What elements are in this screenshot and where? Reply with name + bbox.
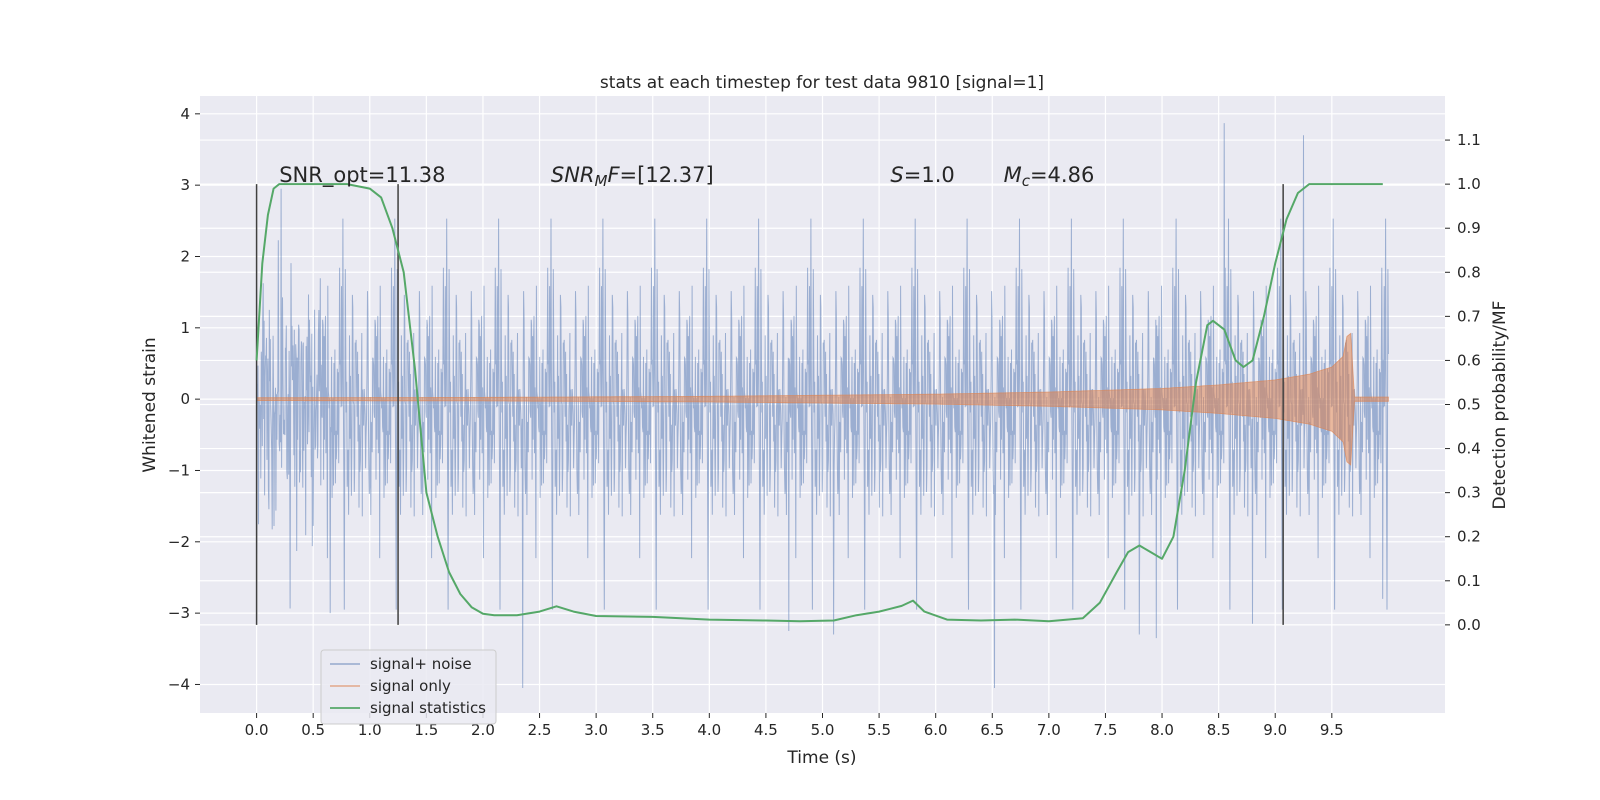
x-axis-label: Time (s) xyxy=(786,748,856,768)
annotation-s-value: S=1.0 xyxy=(890,163,954,187)
chart-annotations: SNR_opt=11.38 SNRMF=[12.37] S=1.0 Mc=4.86 xyxy=(279,163,1094,190)
y-tick-label-right: 1.1 xyxy=(1457,131,1481,149)
y-axis-label-right: Detection probability/MF xyxy=(1490,301,1510,510)
y-tick-label-right: 0.0 xyxy=(1457,616,1481,634)
y-tick-label-right: 0.3 xyxy=(1457,484,1481,502)
x-tick-label: 0.0 xyxy=(245,721,269,739)
x-tick-label: 8.0 xyxy=(1150,721,1174,739)
y-tick-label-right: 1.0 xyxy=(1457,175,1481,193)
annotation-snr-opt: SNR_opt=11.38 xyxy=(279,163,445,188)
y-tick-label-left: −4 xyxy=(168,675,190,693)
x-tick-label: 9.5 xyxy=(1320,721,1344,739)
y-tick-label-left: −2 xyxy=(168,533,190,551)
chart-title: stats at each timestep for test data 981… xyxy=(600,73,1044,93)
legend-label-signal-only: signal only xyxy=(370,677,451,695)
legend-frame xyxy=(320,649,497,725)
y-tick-label-left: 0 xyxy=(180,390,190,408)
statistics-line xyxy=(255,183,1383,623)
x-tick-label: 2.0 xyxy=(471,721,495,739)
legend: signal+ noise signal only signal statist… xyxy=(320,649,497,725)
axis-ticks: 0.0 0.5 1.0 1.5 2.0 2.5 3.0 3.5 4.0 4.5 5.0 5.5 6.0 6… xyxy=(168,105,1481,739)
x-tick-label: 2.5 xyxy=(528,721,552,739)
y-tick-label-left: −1 xyxy=(168,461,190,479)
y-tick-label-left: 3 xyxy=(180,176,190,194)
y-tick-label-right: 0.8 xyxy=(1457,263,1481,281)
x-tick-label: 7.5 xyxy=(1094,721,1118,739)
series-signal-only xyxy=(256,332,1389,466)
x-tick-label: 4.5 xyxy=(754,721,778,739)
y-tick-label-right: 0.7 xyxy=(1457,307,1481,325)
y-tick-label-right: 0.5 xyxy=(1457,396,1481,414)
y-tick-label-right: 0.1 xyxy=(1457,572,1481,590)
x-tick-label: 1.5 xyxy=(414,721,438,739)
y-axis-label-left: Whitened strain xyxy=(140,337,160,472)
x-tick-label: 4.0 xyxy=(697,721,721,739)
legend-label-signal-plus-noise: signal+ noise xyxy=(370,655,472,673)
y-tick-label-left: 2 xyxy=(180,247,190,265)
chirp-waveform xyxy=(256,332,1389,466)
x-tick-label: 9.0 xyxy=(1263,721,1287,739)
x-tick-label: 6.5 xyxy=(980,721,1004,739)
x-tick-label: 5.0 xyxy=(811,721,835,739)
y-tick-label-right: 0.4 xyxy=(1457,440,1481,458)
vertical-markers xyxy=(255,184,1284,625)
annotation-snr-mf: SNRMF=[12.37] xyxy=(551,163,714,190)
x-tick-label: 5.5 xyxy=(867,721,891,739)
x-tick-label: 8.5 xyxy=(1207,721,1231,739)
y-tick-label-right: 0.9 xyxy=(1457,219,1481,237)
y-tick-label-left: 1 xyxy=(180,319,190,337)
x-tick-label: 6.0 xyxy=(924,721,948,739)
annotation-mc-value: Mc=4.86 xyxy=(1004,163,1095,190)
x-tick-label: 1.0 xyxy=(358,721,382,739)
x-tick-label: 3.0 xyxy=(584,721,608,739)
x-tick-label: 0.5 xyxy=(301,721,325,739)
y-tick-label-right: 0.2 xyxy=(1457,528,1481,546)
y-tick-label-left: −3 xyxy=(168,604,190,622)
y-tick-label-left: 4 xyxy=(180,105,190,123)
y-tick-label-right: 0.6 xyxy=(1457,351,1481,369)
x-tick-label: 3.5 xyxy=(641,721,665,739)
x-tick-label: 7.0 xyxy=(1037,721,1061,739)
series-signal-statistics xyxy=(255,183,1383,623)
legend-label-signal-statistics: signal statistics xyxy=(370,699,486,717)
